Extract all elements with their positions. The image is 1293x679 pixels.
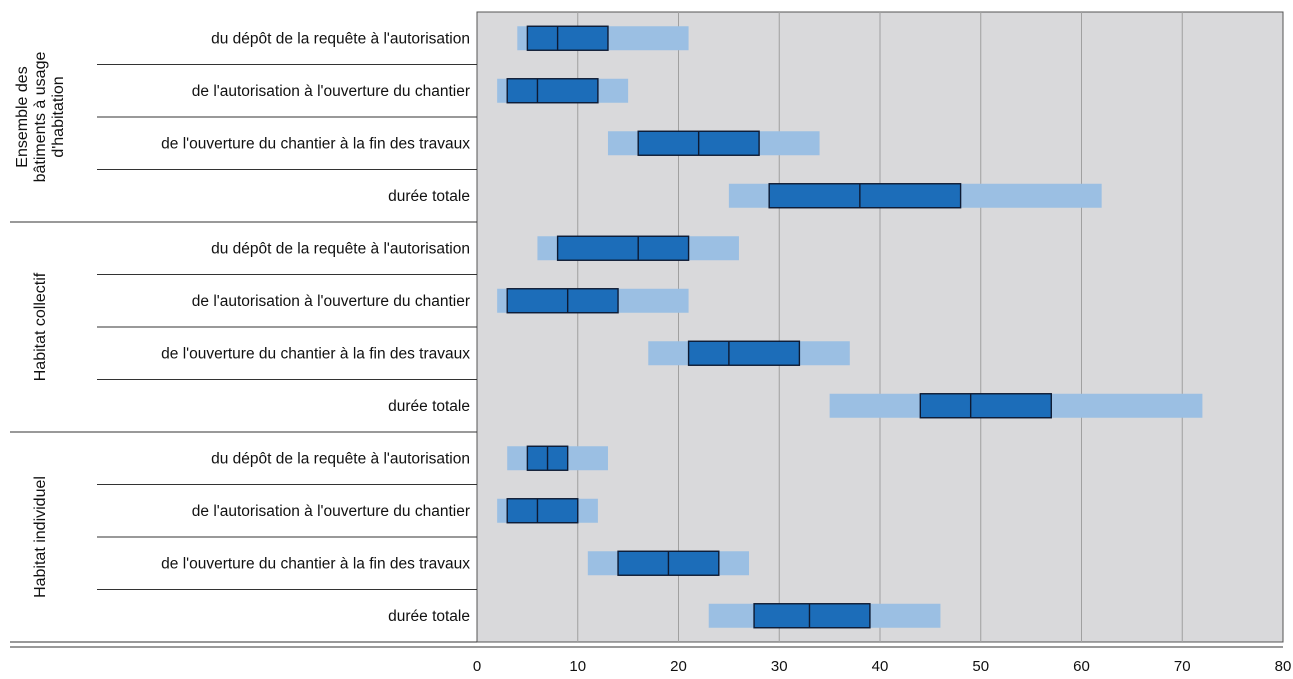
row-label: durée totale xyxy=(388,398,470,415)
iqr-box xyxy=(526,25,609,51)
iqr-box xyxy=(506,78,599,104)
row-label: du dépôt de la requête à l'autorisation xyxy=(211,240,470,257)
iqr-box xyxy=(919,393,1052,419)
category-labels: du dépôt de la requête à l'autorisation d… xyxy=(10,30,477,643)
x-axis: 0 10 20 30 40 50 60 70 80 xyxy=(10,646,1292,675)
row-1-3 xyxy=(829,393,1203,419)
row-0-3 xyxy=(728,183,1102,209)
row-label: de l'ouverture du chantier à la fin des … xyxy=(161,555,470,572)
row-2-2 xyxy=(587,550,750,576)
row-label: du dépôt de la requête à l'autorisation xyxy=(211,450,470,467)
group-label: Habitat individuel xyxy=(32,476,49,598)
row-label: de l'autorisation à l'ouverture du chant… xyxy=(192,293,470,310)
row-2-1 xyxy=(497,498,598,524)
data-marks xyxy=(497,25,1203,629)
group-label-line: Ensemble des xyxy=(14,66,31,167)
x-tick-label: 60 xyxy=(1073,658,1090,675)
group-label: Habitat collectif xyxy=(32,272,49,381)
row-label: de l'ouverture du chantier à la fin des … xyxy=(161,345,470,362)
x-tick-label: 0 xyxy=(473,658,481,675)
group-label-line: d'habitation xyxy=(50,76,67,157)
iqr-box xyxy=(687,340,801,366)
iqr-box xyxy=(556,235,690,261)
x-tick-label: 30 xyxy=(771,658,788,675)
row-label: durée totale xyxy=(388,188,470,205)
row-2-0 xyxy=(507,445,608,471)
gridlines xyxy=(577,12,1183,642)
iqr-box xyxy=(753,603,871,629)
row-1-2 xyxy=(648,340,850,366)
x-tick-label: 50 xyxy=(972,658,989,675)
row-0-0 xyxy=(517,25,689,51)
row-label: durée totale xyxy=(388,608,470,625)
row-label: de l'autorisation à l'ouverture du chant… xyxy=(192,83,470,100)
x-tick-label: 80 xyxy=(1275,658,1292,675)
group-label-line: bâtiments à usage xyxy=(32,52,49,183)
row-0-2 xyxy=(607,130,820,156)
row-label: de l'ouverture du chantier à la fin des … xyxy=(161,135,470,152)
iqr-box xyxy=(768,183,962,209)
group-label-line: Habitat individuel xyxy=(32,476,49,598)
row-1-0 xyxy=(537,235,739,261)
iqr-box xyxy=(506,288,619,314)
x-tick-label: 70 xyxy=(1174,658,1191,675)
x-tick-label: 10 xyxy=(569,658,586,675)
row-0-1 xyxy=(497,78,629,104)
row-1-1 xyxy=(497,288,689,314)
row-2-3 xyxy=(708,603,941,629)
x-tick-label: 20 xyxy=(670,658,687,675)
x-tick-label: 40 xyxy=(872,658,889,675)
iqr-box xyxy=(506,498,579,524)
row-label: du dépôt de la requête à l'autorisation xyxy=(211,30,470,47)
row-label: de l'autorisation à l'ouverture du chant… xyxy=(192,503,470,520)
group-label-line: Habitat collectif xyxy=(32,272,49,381)
group-label: Ensemble desbâtiments à usaged'habitatio… xyxy=(14,52,67,183)
